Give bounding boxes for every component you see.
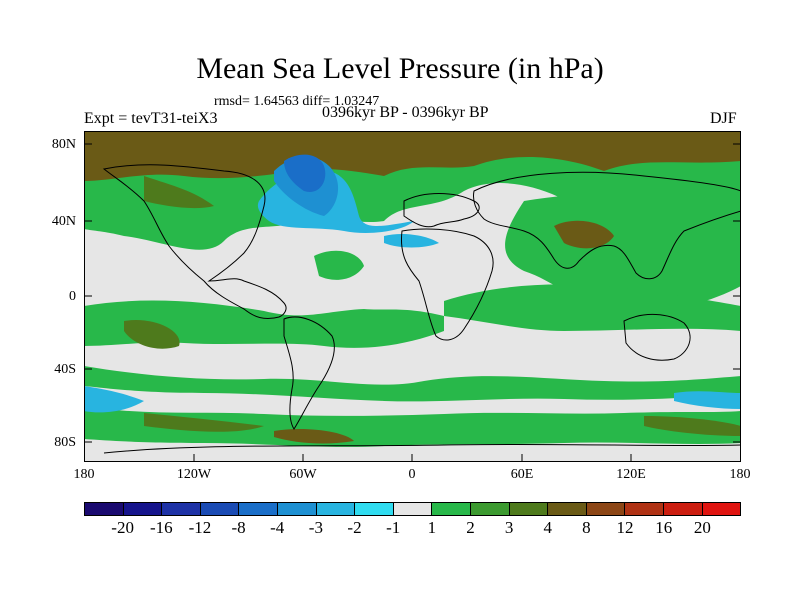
lon-label: 180 xyxy=(73,467,95,482)
colorbar-swatch xyxy=(123,503,163,515)
colorbar-label: -16 xyxy=(149,518,173,537)
colorbar-swatch xyxy=(663,503,703,515)
colorbar-label: 3 xyxy=(504,518,514,537)
map-title: Mean Sea Level Pressure (in hPa) xyxy=(196,52,604,85)
colorbar-swatch xyxy=(470,503,510,515)
colorbar-label: 20 xyxy=(693,518,711,537)
colorbar-swatch xyxy=(239,503,278,515)
colorbar-label: 12 xyxy=(616,518,634,537)
lon-label: 120E xyxy=(616,467,646,482)
colorbar-label: 4 xyxy=(543,518,553,537)
colorbar-swatch xyxy=(625,503,664,515)
colorbar-swatch xyxy=(355,503,394,515)
colorbar-label: 2 xyxy=(466,518,475,537)
stats-text: rmsd= 1.64563 diff= 1.03247 xyxy=(214,94,380,109)
colorbar-swatch xyxy=(586,503,626,515)
colorbar-label: -12 xyxy=(188,518,212,537)
colorbar-swatch xyxy=(548,503,587,515)
colorbar-label: -3 xyxy=(308,518,323,537)
colorbar xyxy=(84,502,741,516)
colorbar-label: 16 xyxy=(655,518,673,537)
colorbar-swatch xyxy=(509,503,549,515)
colorbar-swatch xyxy=(277,503,317,515)
colorbar-label: -4 xyxy=(270,518,285,537)
experiment-label: Expt = tevT31-teiX3 xyxy=(84,110,218,127)
colorbar-swatch xyxy=(200,503,240,515)
lon-label: 0 xyxy=(408,467,416,482)
colorbar-label: 1 xyxy=(427,518,437,537)
colorbar-swatch xyxy=(432,503,471,515)
colorbar-swatch xyxy=(162,503,201,515)
colorbar-label: -8 xyxy=(231,518,246,537)
colorbar-swatch xyxy=(85,503,124,515)
lat-label: 0 xyxy=(69,289,76,304)
pressure-map xyxy=(84,131,741,462)
period-label: 0396kyr BP - 0396kyr BP xyxy=(322,104,489,121)
colorbar-label: -2 xyxy=(347,518,362,537)
colorbar-swatch xyxy=(316,503,356,515)
colorbar-label: -20 xyxy=(111,518,134,537)
colorbar-label: -1 xyxy=(386,518,401,537)
colorbar-swatch xyxy=(702,503,741,515)
lon-label: 180 xyxy=(729,467,751,482)
lon-label: 60W xyxy=(289,467,317,482)
lon-label: 60E xyxy=(510,467,534,482)
lat-label: 40S xyxy=(54,362,76,377)
lon-label: 120W xyxy=(176,467,212,482)
lat-label: 80N xyxy=(51,137,76,152)
colorbar-swatch xyxy=(393,503,433,515)
lat-label: 40N xyxy=(51,214,76,229)
season-label: DJF xyxy=(710,110,737,127)
colorbar-label: 8 xyxy=(582,518,591,537)
lat-label: 80S xyxy=(54,435,76,450)
